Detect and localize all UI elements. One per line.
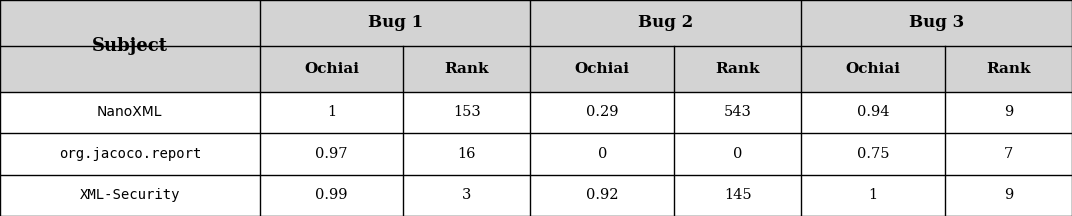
Text: 0.99: 0.99 xyxy=(315,188,347,202)
Text: 145: 145 xyxy=(724,188,751,202)
Text: Rank: Rank xyxy=(715,62,760,76)
Text: 0.29: 0.29 xyxy=(586,105,619,119)
Text: Subject: Subject xyxy=(92,37,168,55)
Text: 3: 3 xyxy=(462,188,472,202)
Text: 1: 1 xyxy=(327,105,337,119)
Text: 0.75: 0.75 xyxy=(857,147,890,161)
Text: Ochiai: Ochiai xyxy=(575,62,630,76)
Text: XML-Security: XML-Security xyxy=(79,188,180,202)
Text: 0: 0 xyxy=(733,147,743,161)
Text: 0: 0 xyxy=(597,147,607,161)
Text: org.jacoco.report: org.jacoco.report xyxy=(59,147,202,161)
Text: 7: 7 xyxy=(1003,147,1013,161)
Text: 16: 16 xyxy=(458,147,476,161)
Text: Rank: Rank xyxy=(445,62,489,76)
Text: Ochiai: Ochiai xyxy=(304,62,359,76)
Text: 153: 153 xyxy=(453,105,481,119)
Text: 0.92: 0.92 xyxy=(586,188,619,202)
Bar xyxy=(0,0,1072,92)
Text: Ochiai: Ochiai xyxy=(846,62,900,76)
Text: Bug 3: Bug 3 xyxy=(909,14,964,31)
Text: Bug 2: Bug 2 xyxy=(638,14,694,31)
Text: 543: 543 xyxy=(724,105,751,119)
Text: NanoXML: NanoXML xyxy=(98,105,163,119)
Text: 1: 1 xyxy=(868,188,878,202)
Text: 0.97: 0.97 xyxy=(315,147,347,161)
Text: 9: 9 xyxy=(1003,188,1013,202)
Text: 0.94: 0.94 xyxy=(857,105,890,119)
Text: Bug 1: Bug 1 xyxy=(368,14,422,31)
Text: Rank: Rank xyxy=(986,62,1030,76)
Text: 9: 9 xyxy=(1003,105,1013,119)
